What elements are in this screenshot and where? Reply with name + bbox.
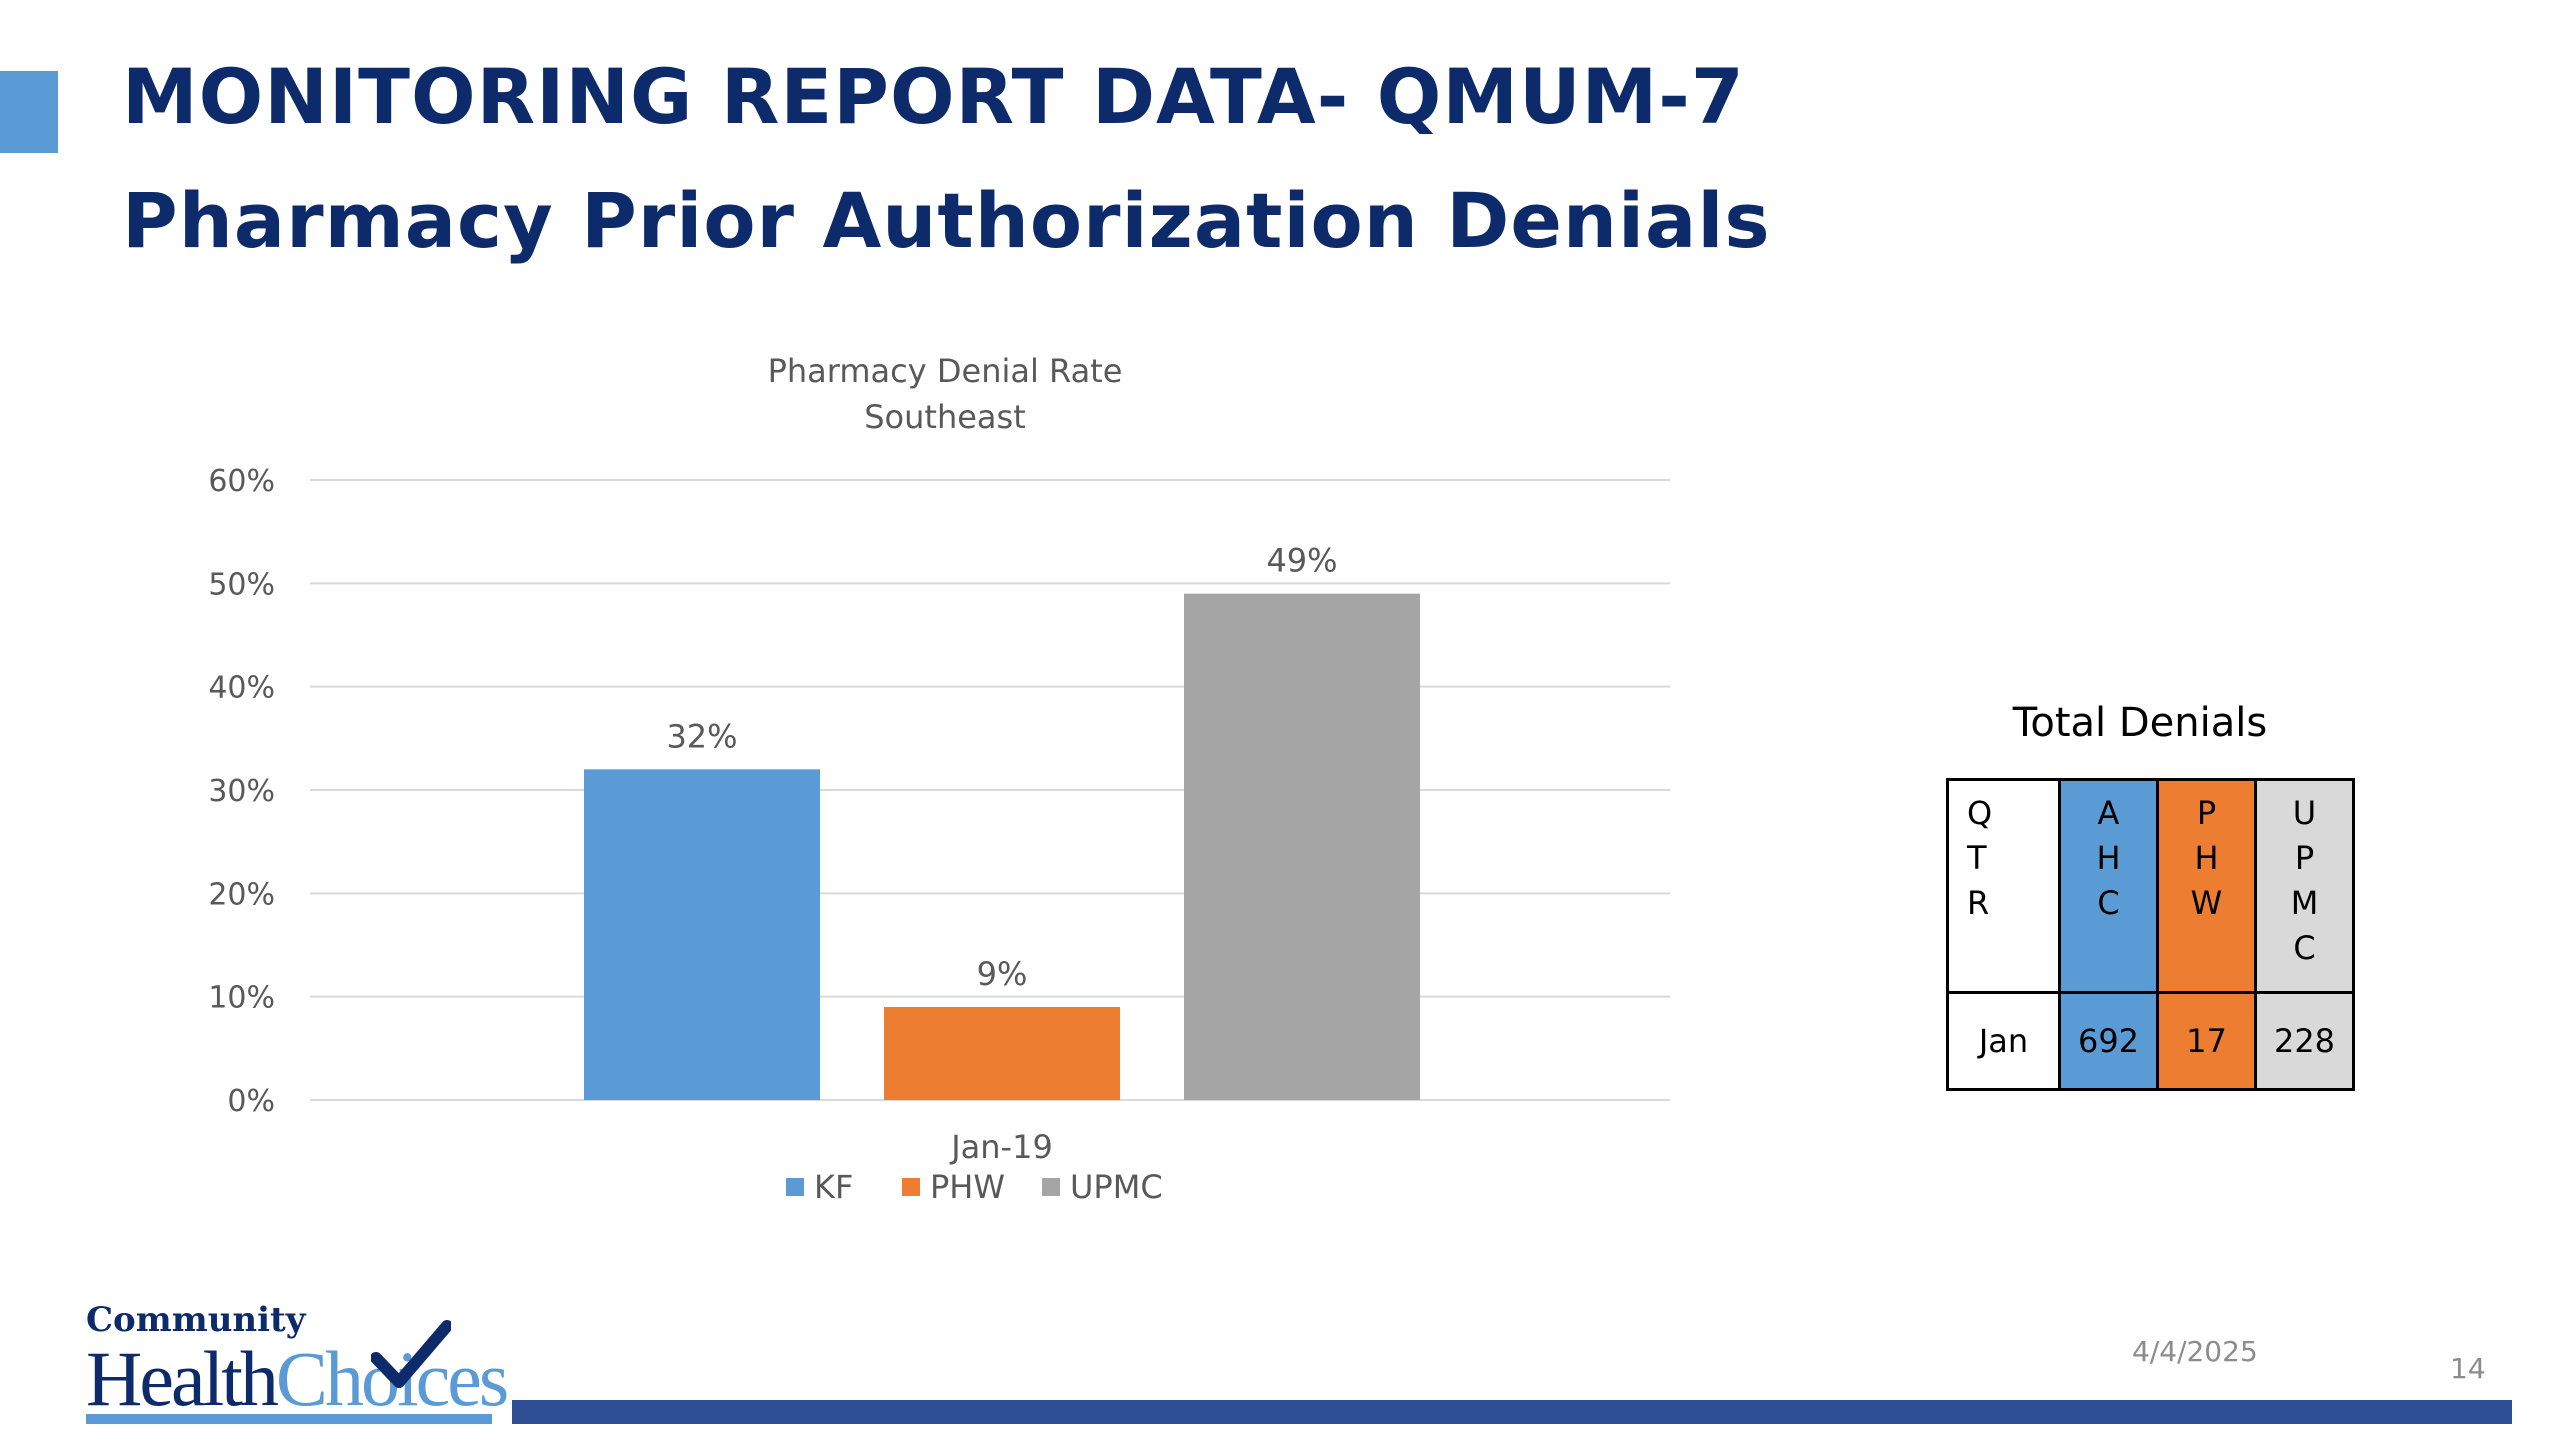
header-letter: W xyxy=(2190,884,2223,922)
legend-swatch-phw xyxy=(902,1178,920,1196)
header-letter: H xyxy=(2096,839,2121,877)
data-label-upmc: 49% xyxy=(1266,542,1337,580)
y-axis-tick-labels: 0% 10% 20% 30% 40% 50% 60% xyxy=(208,464,275,1119)
footer-date: 4/4/2025 xyxy=(2132,1335,2258,1368)
chart-title: Pharmacy Denial Rate xyxy=(768,352,1123,390)
bar-phw xyxy=(884,1007,1120,1100)
data-label-kf: 32% xyxy=(666,717,737,755)
cell-phw-value: 17 xyxy=(2156,991,2257,1091)
y-tick-label: 20% xyxy=(208,877,275,912)
header-letter: P xyxy=(2196,794,2217,832)
header-letter: A xyxy=(2097,794,2120,832)
header-letter: U xyxy=(2292,794,2317,832)
x-tick-label: Jan-19 xyxy=(949,1128,1053,1166)
bar-kf xyxy=(584,769,820,1100)
community-healthchoices-logo: Community HealthChoices xyxy=(86,1300,509,1430)
title-accent-square xyxy=(0,71,58,153)
chart-subtitle: Southeast xyxy=(864,398,1026,436)
data-label-phw: 9% xyxy=(977,955,1028,993)
page-subtitle: Pharmacy Prior Authorization Denials xyxy=(122,176,1771,265)
chart-legend: KF PHW UPMC xyxy=(786,1168,1163,1206)
y-tick-label: 30% xyxy=(208,774,275,809)
y-tick-label: 40% xyxy=(208,671,275,706)
logo-health-text: Health xyxy=(86,1335,279,1422)
logo-wordmark: HealthChoices xyxy=(86,1334,509,1424)
logo-underline xyxy=(86,1414,492,1424)
header-letter: Q xyxy=(1967,794,1993,832)
chart-gridlines xyxy=(310,479,1670,1101)
page-number: 14 xyxy=(2450,1352,2486,1385)
header-letter: M xyxy=(2290,884,2319,922)
header-letter: C xyxy=(2293,929,2316,967)
y-tick-label: 50% xyxy=(208,567,275,602)
legend-label-upmc: UPMC xyxy=(1070,1168,1163,1206)
y-tick-label: 0% xyxy=(227,1084,275,1119)
cell-upmc-value: 228 xyxy=(2254,991,2355,1091)
cell-ahc-value: 692 xyxy=(2058,991,2159,1091)
legend-swatch-upmc xyxy=(1042,1178,1060,1196)
header-letter: P xyxy=(2294,839,2315,877)
table-row: Jan 692 17 228 xyxy=(1946,991,2355,1091)
page-title: MONITORING REPORT DATA- QMUM-7 xyxy=(122,52,1745,141)
bar-upmc xyxy=(1184,593,1420,1100)
header-letter: R xyxy=(1967,884,1990,922)
header-letter: H xyxy=(2194,839,2219,877)
header-letter: C xyxy=(2097,884,2120,922)
header-letter: T xyxy=(1967,839,1987,877)
legend-label-phw: PHW xyxy=(930,1168,1005,1206)
denial-rate-chart: Pharmacy Denial Rate Southeast 0% 10% 20% 3… xyxy=(208,352,1670,1206)
chart-bars: 32% 9% 49% xyxy=(584,542,1420,1100)
cell-quarter: Jan xyxy=(1946,991,2061,1091)
legend-label-kf: KF xyxy=(814,1168,853,1206)
logo-community-text: Community xyxy=(86,1300,306,1340)
y-tick-label: 10% xyxy=(208,981,275,1016)
checkmark-icon xyxy=(371,1320,451,1388)
y-tick-label: 60% xyxy=(208,464,275,499)
legend-swatch-kf xyxy=(786,1178,804,1196)
footer-bar xyxy=(512,1400,2512,1424)
x-axis-tick-labels: Jan-19 xyxy=(949,1128,1053,1166)
total-denials-title: Total Denials xyxy=(2012,700,2268,746)
